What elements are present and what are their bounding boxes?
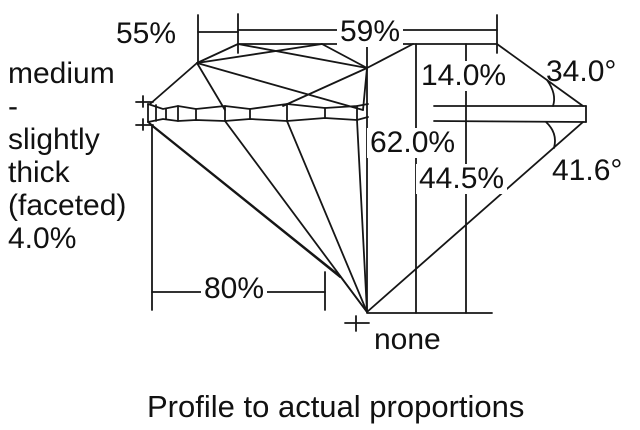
star-length-label: 55% — [116, 17, 177, 50]
crown-facets — [196, 43, 414, 111]
girdle-tick-marks — [135, 95, 154, 131]
table-size-label: 59% — [337, 17, 404, 47]
girdle-description: medium - slightly thick (faceted) 4.0% — [8, 57, 126, 255]
girdle-description-line: thick — [8, 156, 70, 189]
girdle-description-line: - — [8, 90, 18, 123]
crown-height-label: 14.0% — [418, 61, 510, 91]
lower-girdle-length-label: 80% — [201, 274, 268, 304]
girdle-band — [147, 103, 369, 123]
total-depth-label: 62.0% — [367, 128, 459, 158]
crown-angle-label: 34.0° — [546, 55, 617, 88]
girdle-description-line: (faceted) — [8, 189, 127, 222]
pavilion-facets — [147, 43, 584, 313]
girdle-description-line: medium — [8, 57, 115, 90]
girdle-plane-lines — [433, 105, 587, 123]
girdle-description-line: 4.0% — [8, 222, 77, 255]
culet-tick-mark — [344, 315, 370, 332]
star-length-dimension — [197, 14, 239, 64]
pavilion-angle-label: 41.6° — [552, 154, 623, 187]
culet-label: none — [374, 323, 441, 356]
girdle-description-line: slightly — [8, 123, 100, 156]
pavilion-depth-label: 44.5% — [416, 164, 508, 194]
pavilion-angle-arc — [545, 121, 556, 149]
diagram-caption: Profile to actual proportions — [147, 389, 525, 424]
crown-angle-arc — [546, 79, 556, 107]
